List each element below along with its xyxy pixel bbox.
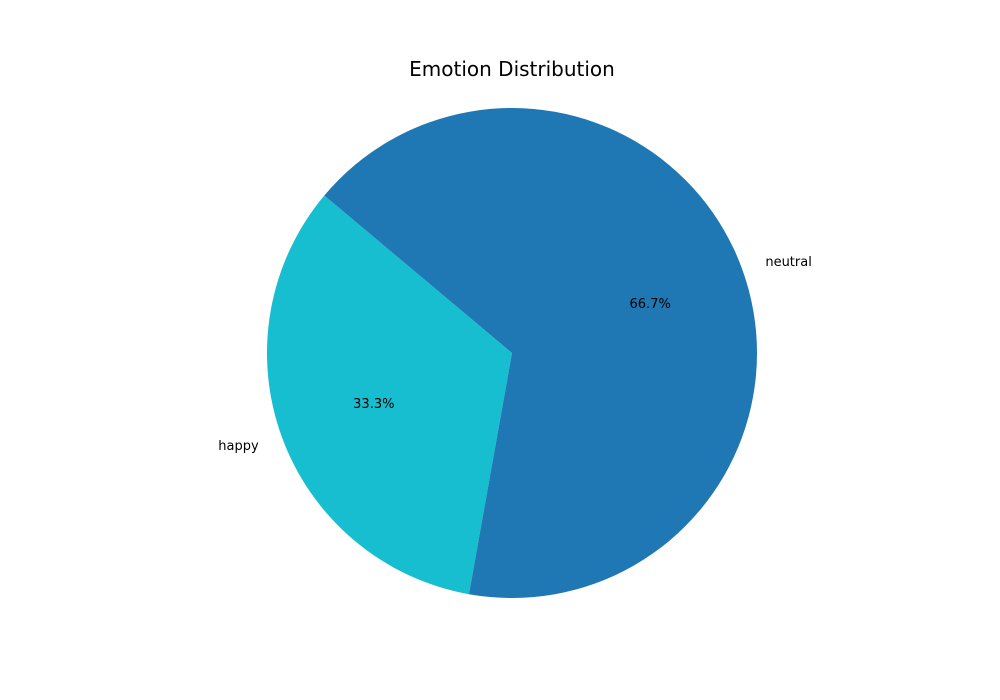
pie-slices [266, 107, 757, 599]
percent-label-neutral: 66.7% [630, 297, 671, 312]
pie-slice-neutral [324, 107, 757, 599]
pie-labels: happy 33.3% neutral 66.7% [218, 255, 812, 454]
slice-label-happy: happy [218, 439, 259, 454]
slice-label-neutral: neutral [765, 255, 812, 270]
pie-slice-happy [266, 195, 512, 595]
chart-title: Emotion Distribution [409, 57, 615, 81]
percent-label-happy: 33.3% [353, 397, 394, 412]
